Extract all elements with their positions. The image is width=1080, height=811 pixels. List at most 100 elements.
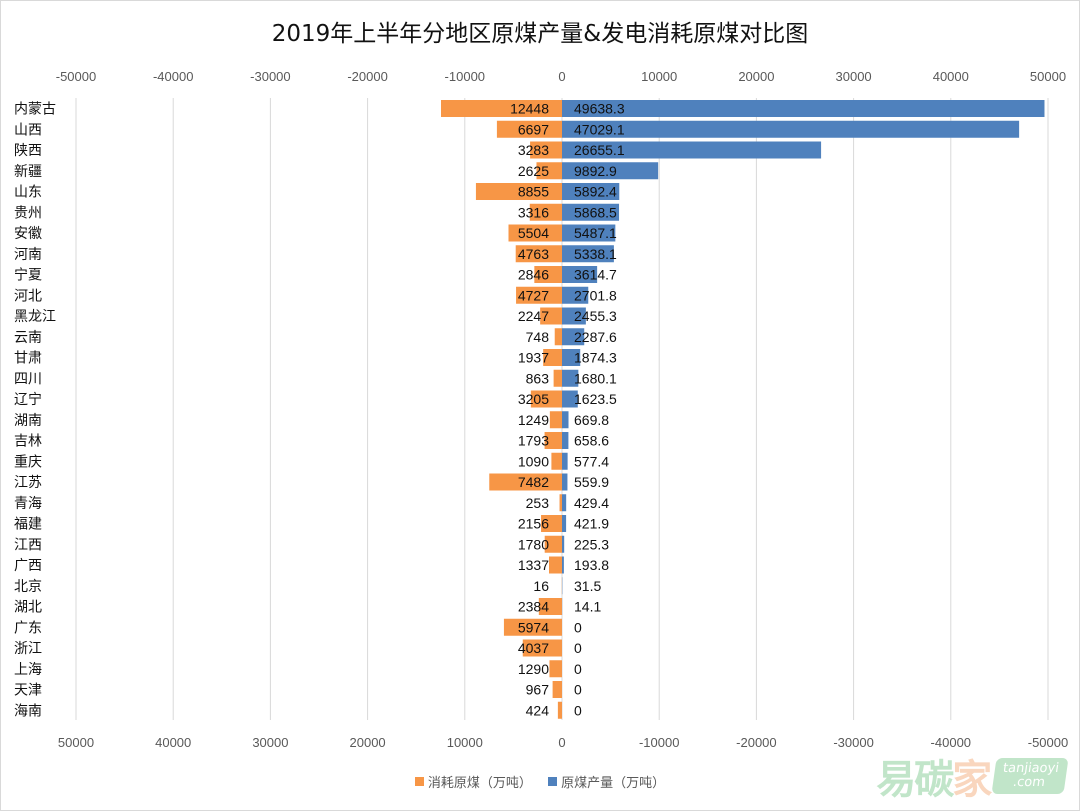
data-label-production: 26655.1 [574, 142, 625, 158]
data-label-consumption: 4763 [518, 246, 549, 262]
data-label-production: 0 [574, 702, 582, 718]
category-label: 河南 [14, 247, 42, 263]
data-label-production: 1680.1 [574, 370, 617, 386]
category-label: 广东 [14, 620, 42, 636]
bar-production [562, 349, 581, 366]
bar-consumption [559, 494, 562, 512]
bar-consumption [496, 120, 562, 138]
bar-consumption [515, 245, 562, 263]
bar-consumption [530, 141, 562, 159]
top-axis-tick: -50000 [56, 69, 96, 84]
bar-production [562, 328, 585, 346]
chart-title: 2019年上半年分地区原煤产量&发电消耗原煤对比图 [271, 21, 809, 47]
bar-consumption [530, 390, 562, 408]
bar-production [562, 515, 567, 532]
bar-production [562, 141, 822, 159]
watermark-logo: 易碳家 tanjiaoyi .com [876, 747, 1069, 805]
legend-item-consumption[interactable]: 消耗原煤（万吨） [414, 772, 532, 791]
bar-consumption [536, 162, 562, 180]
bar-consumption [549, 660, 562, 678]
bar-production [562, 162, 659, 180]
bottom-axis-tick: 50000 [58, 735, 94, 750]
data-label-consumption: 2156 [518, 516, 549, 532]
data-label-production: 421.9 [574, 516, 609, 532]
data-label-consumption: 2846 [518, 267, 549, 283]
legend-swatch-blue [548, 777, 558, 786]
data-label-consumption: 1090 [518, 453, 549, 469]
data-label-production: 669.8 [574, 412, 609, 428]
category-label: 新疆 [14, 164, 42, 180]
bar-consumption [541, 515, 562, 532]
legend-label: 消耗原煤（万吨） [427, 776, 532, 791]
bottom-axis-tick: -20000 [736, 735, 776, 750]
bar-consumption [544, 535, 562, 553]
data-label-consumption: 3205 [518, 391, 549, 407]
data-label-consumption: 1337 [518, 557, 549, 573]
data-label-consumption: 253 [526, 495, 550, 511]
bar-consumption [516, 286, 562, 304]
data-label-production: 0 [574, 661, 582, 677]
category-label: 上海 [14, 662, 42, 678]
bar-consumption [529, 203, 562, 221]
data-label-production: 49638.3 [574, 101, 625, 117]
category-label: 浙江 [14, 641, 42, 657]
bar-consumption [522, 639, 562, 657]
bar-consumption [543, 349, 562, 366]
data-label-production: 9892.9 [574, 163, 617, 179]
legend-item-production[interactable]: 原煤产量（万吨） [548, 772, 665, 791]
category-label: 安徽 [14, 226, 42, 242]
bar-production [562, 183, 620, 200]
data-label-consumption: 4727 [518, 287, 549, 303]
data-label-consumption: 1793 [518, 433, 549, 449]
top-axis-tick: 0 [558, 69, 565, 84]
bar-consumption [549, 411, 562, 429]
data-label-production: 5892.4 [574, 184, 617, 200]
category-label: 山西 [14, 122, 42, 138]
category-label: 江苏 [14, 475, 42, 491]
data-label-production: 0 [574, 619, 582, 635]
data-label-consumption: 2247 [518, 308, 549, 324]
category-label: 福建 [14, 517, 42, 533]
bar-production [562, 390, 578, 408]
category-label: 四川 [14, 371, 42, 387]
category-label: 宁夏 [14, 267, 42, 284]
data-label-production: 0 [574, 682, 582, 698]
top-axis-tick: 20000 [738, 69, 774, 84]
bottom-axis-tick: -10000 [639, 735, 679, 750]
bar-production [562, 307, 586, 325]
data-label-production: 5868.5 [574, 204, 617, 220]
category-label: 北京 [14, 579, 42, 595]
data-label-consumption: 16 [533, 578, 549, 594]
bar-production [562, 494, 567, 512]
bar-consumption [544, 432, 562, 449]
data-label-consumption: 1780 [518, 536, 549, 552]
category-label: 湖南 [14, 413, 42, 429]
category-label: 云南 [14, 330, 42, 346]
top-axis-tick: -20000 [347, 69, 387, 84]
category-label: 内蒙古 [14, 102, 56, 118]
data-label-production: 193.8 [574, 557, 609, 573]
bar-production [562, 266, 598, 283]
data-label-consumption: 2384 [518, 599, 549, 615]
category-label: 广西 [14, 558, 42, 574]
bottom-axis-tick: 0 [558, 735, 565, 750]
data-label-production: 1874.3 [574, 350, 617, 366]
category-label: 辽宁 [14, 391, 42, 408]
top-axis-tick: 10000 [641, 69, 677, 84]
category-label: 吉林 [14, 434, 42, 450]
top-axis-tick: 40000 [933, 69, 969, 84]
bottom-axis-tick: 30000 [252, 735, 288, 750]
data-label-consumption: 2625 [518, 163, 549, 179]
category-label: 甘肃 [14, 351, 42, 367]
bottom-axis-tick: -50000 [1028, 735, 1068, 750]
data-label-production: 2701.8 [574, 287, 617, 303]
data-label-production: 3614.7 [574, 267, 617, 283]
category-label: 山东 [14, 185, 42, 201]
bottom-axis-tick: 40000 [155, 735, 191, 750]
bar-production [562, 245, 614, 263]
data-label-production: 2455.3 [574, 308, 617, 324]
data-label-consumption: 12448 [510, 101, 549, 117]
data-label-production: 2287.6 [574, 329, 617, 345]
data-label-consumption: 5504 [518, 225, 549, 241]
